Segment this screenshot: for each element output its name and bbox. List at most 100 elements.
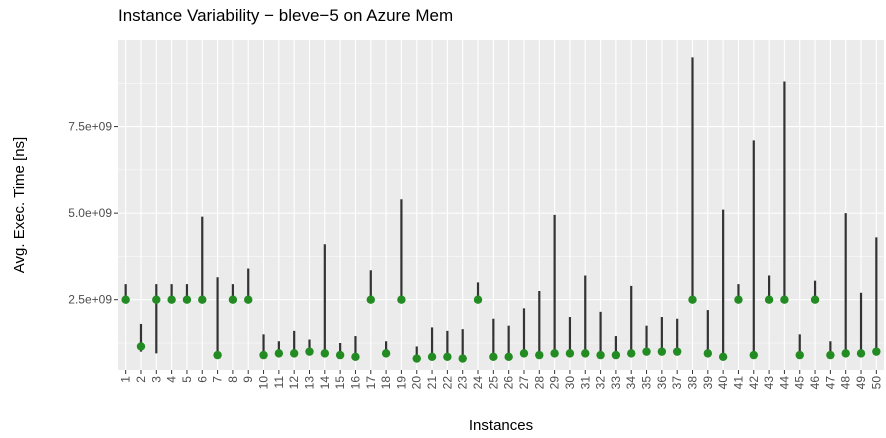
- point: [152, 295, 161, 304]
- x-tick-label: 17: [364, 376, 378, 390]
- point: [703, 349, 713, 358]
- x-axis-title: Instances: [469, 417, 533, 434]
- point: [611, 350, 621, 360]
- x-tick-label: 12: [287, 376, 301, 390]
- x-tick-label: 3: [149, 376, 163, 383]
- x-tick-label: 37: [670, 376, 684, 390]
- x-tick-label: 7: [211, 376, 225, 383]
- chart-title: Instance Variability − bleve−5 on Azure …: [118, 6, 453, 25]
- x-tick-label: 24: [471, 376, 485, 390]
- point: [780, 295, 789, 304]
- x-tick-label: 43: [762, 376, 776, 390]
- point: [259, 350, 268, 360]
- panel: [118, 40, 884, 370]
- point: [244, 295, 253, 304]
- x-tick-label: 25: [486, 376, 500, 390]
- point: [688, 295, 697, 304]
- point: [504, 352, 513, 362]
- point: [550, 349, 559, 358]
- point: [381, 349, 391, 358]
- x-tick-label: 28: [532, 376, 546, 390]
- x-tick-label: 35: [640, 376, 654, 390]
- x-tick-label: 33: [609, 376, 623, 390]
- y-axis-title: Avg. Exec. Time [ns]: [11, 137, 28, 273]
- y-tick-label: 5.0e+09: [68, 206, 112, 220]
- x-tick-label: 46: [808, 376, 822, 390]
- point: [213, 350, 222, 360]
- x-tick-label: 40: [716, 376, 730, 390]
- x-tick-label: 38: [686, 376, 700, 390]
- x-tick-label: 42: [747, 376, 761, 390]
- point: [718, 352, 728, 362]
- point: [489, 352, 498, 362]
- point: [198, 295, 207, 304]
- x-tick-label: 34: [624, 376, 638, 390]
- point: [320, 349, 330, 358]
- point: [167, 295, 176, 304]
- point: [136, 342, 146, 351]
- point: [351, 352, 360, 362]
- x-tick-label: 30: [563, 376, 577, 390]
- x-tick-label: 5: [180, 376, 194, 383]
- point: [657, 347, 667, 356]
- x-tick-label: 8: [226, 376, 240, 383]
- x-tick-label: 49: [854, 376, 868, 390]
- x-tick-label: 13: [303, 376, 317, 390]
- point: [627, 349, 636, 358]
- point: [581, 349, 590, 358]
- point: [810, 295, 820, 304]
- x-tick-label: 19: [394, 376, 408, 390]
- x-tick-label: 1: [119, 376, 133, 383]
- x-tick-label: 10: [257, 376, 271, 390]
- point: [335, 350, 345, 360]
- x-tick-label: 50: [869, 376, 883, 390]
- x-tick-label: 47: [823, 376, 837, 390]
- x-tick-label: 18: [379, 376, 393, 390]
- point: [397, 295, 406, 304]
- x-tick-label: 2: [134, 376, 148, 383]
- x-tick-label: 48: [839, 376, 853, 390]
- point: [764, 295, 774, 304]
- x-tick-label: 45: [793, 376, 807, 390]
- x-tick-label: 26: [502, 376, 516, 390]
- x-tick-label: 20: [410, 376, 424, 390]
- x-tick-label: 6: [195, 376, 209, 383]
- x-tick-label: 22: [440, 376, 454, 390]
- x-tick-label: 23: [456, 376, 470, 390]
- point: [473, 295, 483, 304]
- x-tick-label: 41: [731, 376, 745, 390]
- x-tick-label: 44: [777, 376, 791, 390]
- point: [749, 350, 758, 360]
- point: [856, 349, 866, 358]
- point: [228, 295, 238, 304]
- x-tick-label: 15: [333, 376, 347, 390]
- x-tick-label: 14: [318, 376, 332, 390]
- point: [443, 352, 452, 362]
- point: [841, 349, 850, 358]
- point: [795, 350, 804, 360]
- point: [182, 295, 192, 304]
- point: [672, 347, 682, 356]
- x-tick-label: 31: [578, 376, 592, 390]
- x-tick-label: 27: [517, 376, 531, 390]
- point: [121, 295, 130, 304]
- point: [412, 354, 421, 363]
- x-tick-label: 11: [272, 376, 286, 389]
- x-tick-label: 21: [425, 376, 439, 390]
- point: [596, 350, 605, 360]
- y-tick-label: 7.5e+09: [68, 120, 112, 134]
- point: [734, 295, 743, 304]
- point: [826, 350, 835, 360]
- x-tick-label: 39: [701, 376, 715, 390]
- point: [289, 349, 299, 358]
- point: [366, 295, 375, 304]
- x-tick-label: 36: [655, 376, 669, 390]
- x-tick-label: 9: [241, 376, 255, 383]
- point: [305, 347, 314, 356]
- point: [872, 347, 881, 356]
- x-tick-label: 32: [594, 376, 608, 390]
- point: [458, 354, 467, 363]
- point: [642, 347, 651, 356]
- y-tick-label: 2.5e+09: [68, 293, 112, 307]
